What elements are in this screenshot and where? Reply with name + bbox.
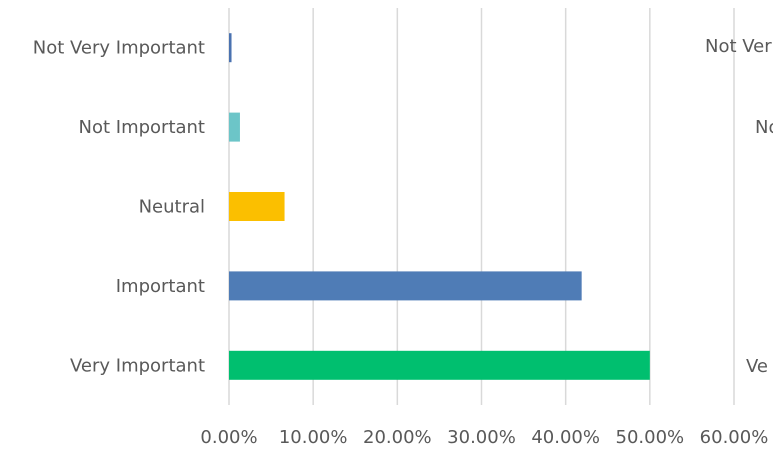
bar — [229, 112, 240, 142]
bar — [229, 33, 232, 63]
gridlines — [228, 8, 735, 405]
neighbor-chart-fragment: Not Ver No Ve — [705, 36, 773, 377]
bars — [229, 33, 650, 380]
category-label: Not Important — [79, 117, 206, 138]
x-tick-label: 30.00% — [447, 427, 516, 448]
bar — [229, 271, 582, 301]
tick-labels: 0.00% 10.00% 20.00% 30.00% 40.00% 50.00% 60.00… — [200, 427, 768, 448]
category-label: Very Important — [70, 355, 205, 376]
category-label: Neutral — [139, 197, 205, 218]
neighbor-category-label: Ve — [746, 356, 768, 377]
x-tick-label: 60.00% — [700, 427, 769, 448]
bar — [229, 192, 285, 221]
category-labels: Not Very Important Not Important Neutral Im… — [33, 38, 205, 377]
x-tick-label: 20.00% — [363, 427, 432, 448]
category-label: Important — [116, 276, 205, 297]
x-tick-label: 50.00% — [616, 427, 685, 448]
bar — [229, 350, 650, 380]
category-label: Not Very Important — [33, 38, 205, 59]
neighbor-category-label: No — [755, 117, 773, 138]
x-tick-label: 40.00% — [531, 427, 600, 448]
neighbor-category-label: Not Ver — [705, 36, 772, 57]
x-tick-label: 0.00% — [200, 427, 257, 448]
x-tick-label: 10.00% — [279, 427, 348, 448]
